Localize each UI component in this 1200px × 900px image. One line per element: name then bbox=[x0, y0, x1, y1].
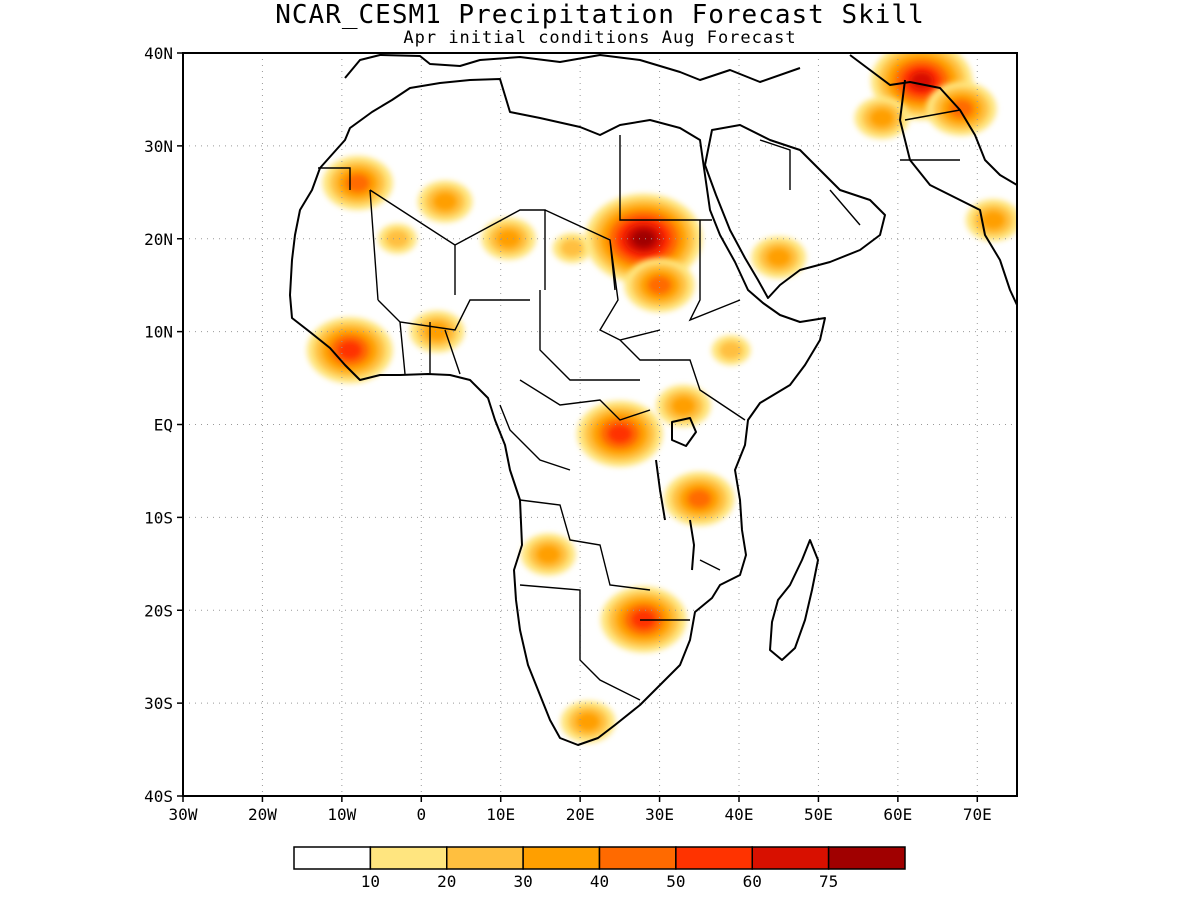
lat-tick-label: 40S bbox=[144, 787, 173, 806]
lon-tick-label: 50E bbox=[804, 805, 833, 824]
skill-blob bbox=[536, 545, 561, 564]
europe-coastline bbox=[344, 54, 801, 83]
madagascar-coastline bbox=[769, 539, 819, 661]
skill-blob bbox=[870, 109, 894, 128]
asia-coastline bbox=[849, 54, 1017, 306]
skill-blob bbox=[981, 211, 1005, 230]
skill-blob bbox=[576, 712, 600, 731]
colorbar-segment bbox=[675, 846, 753, 870]
colorbar-segment bbox=[522, 846, 601, 870]
colorbar-label: 50 bbox=[666, 872, 685, 891]
lat-tick-label: 30N bbox=[144, 137, 173, 156]
skill-blob bbox=[909, 71, 934, 90]
axis-ticks bbox=[177, 52, 979, 802]
lon-tick-label: 20W bbox=[248, 805, 277, 824]
colorbar-label: 30 bbox=[513, 872, 532, 891]
lon-tick-label: 30E bbox=[645, 805, 674, 824]
skill-blob bbox=[496, 229, 521, 248]
lake-victoria bbox=[671, 417, 697, 447]
colorbar-segment bbox=[827, 846, 906, 870]
colorbar-label: 40 bbox=[590, 872, 609, 891]
lat-tick-label: 20N bbox=[144, 230, 173, 249]
skill-blob bbox=[687, 489, 711, 508]
colorbar-labels: 10 20 30 40 50 60 75 bbox=[361, 872, 839, 891]
skill-blob bbox=[433, 192, 457, 211]
skill-blob bbox=[560, 239, 584, 258]
lon-tick-label: 70E bbox=[963, 805, 992, 824]
lon-tick-label: 40E bbox=[725, 805, 754, 824]
lat-tick-label: EQ bbox=[154, 416, 173, 435]
lon-tick-label: 30W bbox=[169, 805, 198, 824]
skill-blob bbox=[385, 229, 410, 248]
lon-tick-label: 10E bbox=[486, 805, 515, 824]
skill-blob bbox=[671, 396, 696, 415]
colorbar-segment bbox=[369, 846, 448, 870]
skill-blob bbox=[647, 276, 672, 295]
skill-blob bbox=[608, 424, 632, 443]
skill-blob bbox=[719, 341, 743, 360]
colorbar-segment bbox=[446, 846, 524, 870]
lat-tick-label: 10S bbox=[144, 508, 173, 527]
map-gridlines bbox=[183, 53, 1017, 796]
lake-malawi bbox=[689, 519, 695, 571]
colorbar-label: 10 bbox=[361, 872, 380, 891]
colorbar-segment bbox=[293, 846, 372, 870]
skill-blob bbox=[631, 229, 656, 248]
figure-subtitle: Apr initial conditions Aug Forecast bbox=[403, 28, 797, 48]
lon-tick-label: 10W bbox=[327, 805, 356, 824]
skill-blob bbox=[346, 174, 370, 193]
skill-blob bbox=[338, 341, 362, 360]
lon-tick-label: 0 bbox=[416, 805, 426, 824]
colorbar-label: 20 bbox=[437, 872, 456, 891]
figure-title: NCAR_CESM1 Precipitation Forecast Skill bbox=[275, 0, 925, 30]
lat-tick-labels: 40N 30N 20N 10N EQ 10S 20S 30S 40S bbox=[144, 44, 173, 806]
lat-tick-label: 40N bbox=[144, 44, 173, 63]
lon-tick-labels: 30W 20W 10W 0 10E 20E 30E 40E 50E 60E 70E bbox=[169, 805, 992, 824]
colorbar-segment bbox=[598, 846, 677, 870]
lat-tick-label: 10N bbox=[144, 323, 173, 342]
africa-coastline bbox=[289, 78, 826, 746]
colorbar-label: 75 bbox=[819, 872, 838, 891]
colorbar-label: 60 bbox=[743, 872, 762, 891]
lat-tick-label: 20S bbox=[144, 601, 173, 620]
colorbar-segment bbox=[751, 846, 830, 870]
arabia-coastline bbox=[704, 124, 886, 299]
lon-tick-label: 60E bbox=[883, 805, 912, 824]
lake-tanganyika bbox=[655, 459, 666, 521]
colorbar bbox=[293, 846, 906, 870]
country-borders bbox=[318, 109, 961, 701]
lat-tick-label: 30S bbox=[144, 694, 173, 713]
skill-blob bbox=[767, 248, 791, 267]
lon-tick-label: 20E bbox=[566, 805, 595, 824]
